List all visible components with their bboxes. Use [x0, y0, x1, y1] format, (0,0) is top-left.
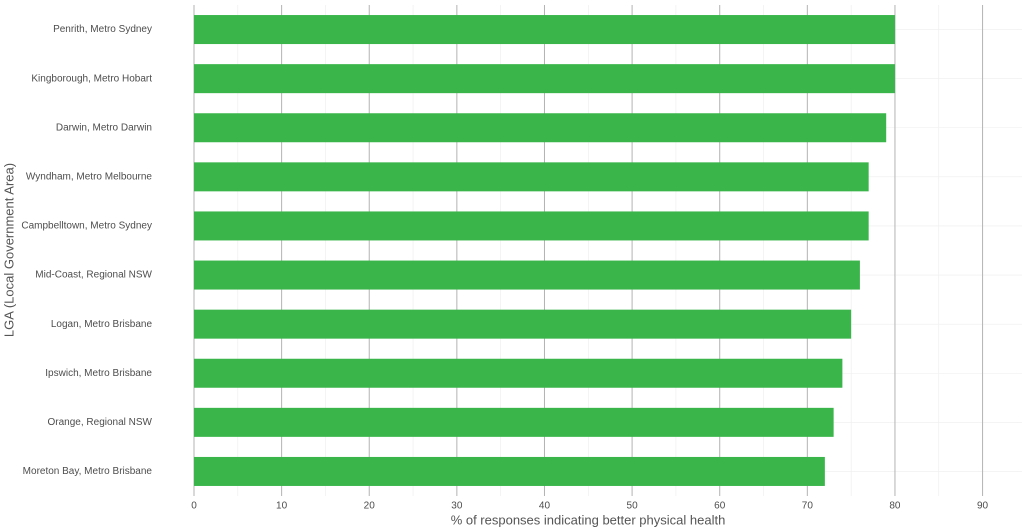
y-tick-label: Ipswich, Metro Brisbane: [45, 368, 152, 379]
y-tick-label: Penrith, Metro Sydney: [53, 24, 152, 35]
y-tick-label: Campbelltown, Metro Sydney: [21, 221, 152, 232]
y-tick-label: Wyndham, Metro Melbourne: [26, 171, 153, 182]
x-tick-label: 20: [364, 501, 376, 512]
x-tick-label: 80: [889, 501, 901, 512]
x-tick-label: 0: [191, 501, 197, 512]
x-axis-title: % of responses indicating better physica…: [451, 512, 726, 527]
x-tick-label: 30: [451, 501, 463, 512]
bar: [194, 113, 887, 143]
bar: [194, 309, 852, 339]
y-tick-label: Darwin, Metro Darwin: [56, 122, 152, 133]
y-tick-label: Orange, Regional NSW: [48, 417, 153, 428]
bar: [194, 358, 843, 388]
y-axis-title: LGA (Local Government Area): [1, 163, 16, 337]
y-tick-label: Mid-Coast, Regional NSW: [35, 270, 152, 281]
bar: [194, 456, 825, 486]
y-tick-label: Moreton Bay, Metro Brisbane: [23, 466, 153, 477]
x-tick-label: 50: [627, 501, 639, 512]
x-tick-label: 60: [714, 501, 726, 512]
y-tick-label: Logan, Metro Brisbane: [51, 319, 153, 330]
bar: [194, 407, 834, 437]
x-tick-label: 90: [977, 501, 989, 512]
x-tick-label: 40: [539, 501, 551, 512]
bar: [194, 64, 895, 94]
bar: [194, 15, 895, 45]
x-tick-label: 10: [276, 501, 288, 512]
bar: [194, 211, 869, 241]
x-tick-label: 70: [802, 501, 814, 512]
bar: [194, 260, 860, 290]
bar: [194, 162, 869, 192]
y-tick-label: Kingborough, Metro Hobart: [31, 73, 152, 84]
